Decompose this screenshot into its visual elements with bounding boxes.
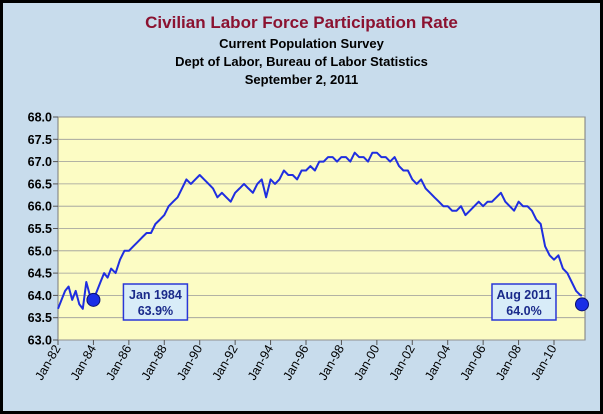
x-tick-label: Jan-04 (422, 342, 453, 382)
callout-value-label: 64.0% (506, 304, 541, 318)
x-tick-label: Jan-10 (528, 342, 559, 382)
chart-subtitle-survey: Current Population Survey (219, 36, 384, 51)
highlight-point (86, 292, 101, 307)
callout-date-label: Jan 1984 (129, 288, 182, 302)
chart-subtitle-date: September 2, 2011 (244, 72, 359, 87)
y-tick-label: 66.0 (28, 200, 52, 214)
x-tick-label: Jan-92 (209, 342, 240, 382)
chart-subtitle-source: Dept of Labor, Bureau of Labor Statistic… (175, 54, 428, 69)
callout-date-label: Aug 2011 (497, 288, 552, 302)
y-tick-label: 67.0 (28, 155, 52, 169)
callout-box (122, 283, 189, 321)
y-tick-label: 66.5 (28, 177, 52, 191)
x-tick-label: Jan-86 (103, 342, 134, 382)
y-tick-label: 65.5 (28, 222, 52, 236)
x-tick-label: Jan-94 (245, 342, 276, 382)
x-tick-label: Jan-02 (387, 342, 418, 382)
x-tick-label: Jan-98 (316, 342, 347, 382)
y-tick-label: 63.5 (28, 311, 52, 325)
chart-title: Civilian Labor Force Participation Rate (145, 13, 458, 32)
y-tick-label: 64.0 (28, 289, 52, 303)
x-tick-label: Jan-06 (457, 342, 488, 382)
highlight-point (574, 297, 589, 312)
x-tick-label: Jan-96 (280, 342, 311, 382)
y-tick-label: 64.5 (28, 267, 52, 281)
x-tick-label: Jan-00 (351, 342, 382, 382)
x-tick-label: Jan-88 (139, 342, 170, 382)
x-tick-label: Jan-82 (32, 342, 63, 382)
callout-value-label: 63.9% (138, 304, 173, 318)
x-tick-label: Jan-84 (68, 342, 99, 382)
y-tick-label: 67.5 (28, 133, 52, 147)
callout-box (491, 283, 557, 321)
participation-rate-line (57, 151, 582, 310)
y-tick-label: 65.0 (28, 244, 52, 258)
y-tick-label: 68.0 (28, 111, 52, 125)
x-tick-label: Jan-90 (174, 342, 205, 382)
x-tick-label: Jan-08 (493, 342, 524, 382)
y-tick-label: 63.0 (28, 334, 52, 348)
